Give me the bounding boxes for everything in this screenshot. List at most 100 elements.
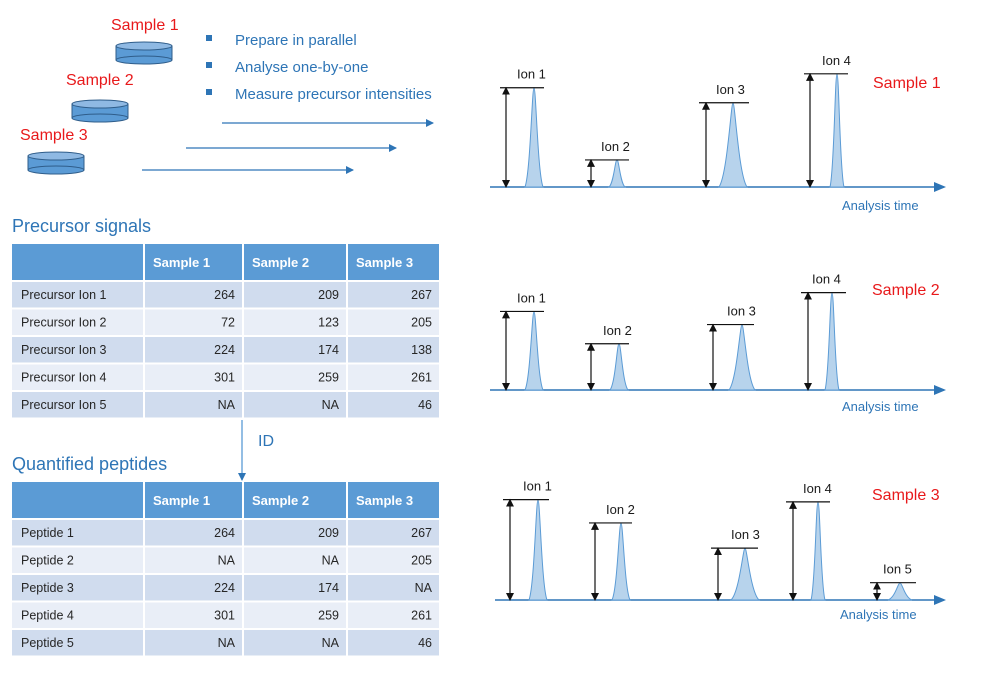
- table-cell-bg: [145, 309, 242, 335]
- row-label: Peptide 2: [21, 554, 74, 568]
- table-value: NA: [322, 636, 340, 650]
- table-header-cell: [348, 482, 439, 518]
- table-value: 209: [318, 526, 339, 540]
- table-cell-bg: [348, 547, 439, 573]
- table-cell-bg: [145, 392, 242, 418]
- table-value: NA: [322, 398, 340, 412]
- table-cell-bg: [244, 575, 346, 601]
- table-header-cell: [145, 244, 242, 280]
- ion-peak: [887, 582, 913, 601]
- row-label: Precursor Ion 4: [21, 371, 107, 385]
- table-cell-bg: [12, 364, 143, 390]
- ion-label: Ion 4: [803, 481, 832, 496]
- table-cell-bg: [244, 392, 346, 418]
- bullet-icon: [206, 35, 212, 41]
- ion-peak-group: Ion 4: [801, 272, 846, 391]
- row-label: Precursor Ion 2: [21, 316, 107, 330]
- id-label: ID: [258, 433, 274, 450]
- ion-label: Ion 3: [727, 304, 756, 319]
- chromatogram-panels: Analysis time Sample 1 Ion 1 Ion 2 Ion 3 Ion …: [490, 53, 946, 622]
- table-header-cell: [244, 244, 346, 280]
- row-label: Precursor Ion 3: [21, 343, 107, 357]
- chromatogram-sample-label: Sample 1: [873, 75, 941, 92]
- vial-1-icon: [115, 41, 173, 65]
- axis-label: Analysis time: [842, 399, 919, 414]
- ion-peak: [829, 73, 845, 188]
- table-cell-bg: [244, 282, 346, 308]
- chromatogram-1: Analysis time Sample 1 Ion 1 Ion 2 Ion 3 Ion …: [490, 53, 946, 213]
- table-cell-bg: [348, 282, 439, 308]
- table-cell-bg: [348, 364, 439, 390]
- table-cell-bg: [12, 337, 143, 363]
- ion-label: Ion 4: [812, 272, 841, 287]
- axis-label: Analysis time: [840, 607, 917, 622]
- ion-peak-group: Ion 1: [503, 479, 552, 601]
- table-cell-bg: [348, 602, 439, 628]
- table-cell-bg: [348, 520, 439, 546]
- ion-peak: [810, 501, 826, 601]
- column-header: Sample 1: [153, 255, 210, 270]
- table-value: NA: [218, 398, 236, 412]
- row-label: Peptide 4: [21, 609, 74, 623]
- ion-peak: [718, 102, 748, 188]
- ion-label: Ion 1: [517, 290, 546, 305]
- ion-label: Ion 1: [517, 67, 546, 82]
- table-cell-bg: [145, 337, 242, 363]
- column-header: Sample 1: [153, 493, 210, 508]
- table-cell-bg: [244, 547, 346, 573]
- axis-label: Analysis time: [842, 198, 919, 213]
- table-cell-bg: [348, 337, 439, 363]
- ion-peak: [727, 324, 757, 391]
- table-value: 138: [411, 343, 432, 357]
- table-cell-bg: [244, 602, 346, 628]
- table-cell-bg: [145, 520, 242, 546]
- table-cell-bg: [244, 337, 346, 363]
- precursor-table: Sample 1 Sample 2 Sample 3 Precursor Ion 1 2…: [12, 244, 439, 418]
- table-header-cell: [348, 244, 439, 280]
- ion-label: Ion 2: [606, 502, 635, 517]
- ion-peak: [524, 310, 544, 391]
- table-cell-bg: [348, 575, 439, 601]
- bullet-prepare: Prepare in parallel: [235, 32, 357, 49]
- table-cell-bg: [12, 630, 143, 656]
- table-cell-bg: [12, 309, 143, 335]
- ion-peak-group: Ion 4: [804, 53, 851, 188]
- chromatogram-3: Analysis time Sample 3 Ion 1 Ion 2 Ion 3 Ion …: [495, 479, 946, 622]
- table-cell-bg: [12, 392, 143, 418]
- table-value: 267: [411, 288, 432, 302]
- table-value: 264: [214, 526, 235, 540]
- ion-peak-group: Ion 4: [786, 481, 832, 601]
- table-value: 174: [318, 581, 339, 595]
- column-header: Sample 3: [356, 255, 413, 270]
- table-header-cell: [12, 244, 143, 280]
- vial-label-3: Sample 3: [20, 127, 88, 144]
- row-label: Precursor Ion 5: [21, 398, 107, 412]
- table-cell-bg: [12, 547, 143, 573]
- ion-peak: [528, 499, 548, 601]
- ion-label: Ion 3: [716, 82, 745, 97]
- table-value: NA: [322, 554, 340, 568]
- table-cell-bg: [12, 520, 143, 546]
- ion-peak-group: Ion 3: [707, 304, 757, 391]
- ion-peak: [824, 292, 840, 391]
- ion-peak: [524, 87, 544, 188]
- workflow-bullets: Prepare in parallel Analyse one-by-one M…: [206, 32, 432, 103]
- table-cell-bg: [145, 630, 242, 656]
- ion-label: Ion 2: [601, 139, 630, 154]
- ion-peak: [608, 343, 630, 391]
- column-header: Sample 2: [252, 493, 309, 508]
- chromatogram-sample-label: Sample 2: [872, 282, 940, 299]
- peptide-table: Sample 1 Sample 2 Sample 3 Peptide 1 264 209 2…: [12, 482, 439, 656]
- ion-peak: [607, 159, 627, 188]
- sample-vials: Sample 1 Sample 2 Sample 3: [20, 17, 179, 175]
- bullet-icon: [206, 62, 212, 68]
- table-value: 224: [214, 343, 235, 357]
- table-header-cell: [244, 482, 346, 518]
- table-value: NA: [218, 554, 236, 568]
- table-value: 267: [411, 526, 432, 540]
- table-value: 209: [318, 288, 339, 302]
- table-cell-bg: [244, 630, 346, 656]
- table-value: 46: [418, 636, 432, 650]
- table-value: 205: [411, 554, 432, 568]
- table-value: 259: [318, 371, 339, 385]
